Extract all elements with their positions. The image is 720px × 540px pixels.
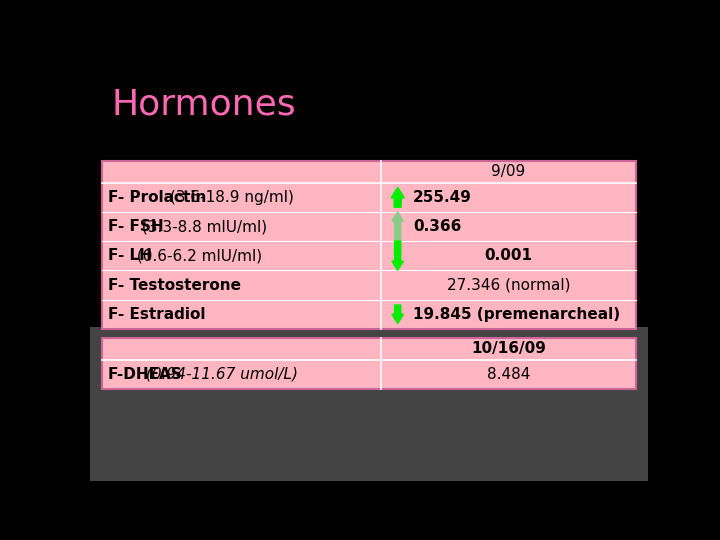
- Text: 19.845 (premenarcheal): 19.845 (premenarcheal): [413, 307, 621, 322]
- Text: F- Prolactin: F- Prolactin: [108, 190, 206, 205]
- Text: F- LH: F- LH: [108, 248, 152, 264]
- Bar: [102, 338, 636, 389]
- Text: Hormones: Hormones: [112, 88, 297, 122]
- Text: F-DHEAS: F-DHEAS: [108, 367, 183, 382]
- FancyArrow shape: [392, 212, 403, 241]
- Text: (3.3-8.8 mlU/ml): (3.3-8.8 mlU/ml): [137, 219, 267, 234]
- Bar: [90, 65, 648, 327]
- Text: 9/09: 9/09: [491, 164, 526, 179]
- Text: 0.001: 0.001: [485, 248, 533, 264]
- Text: F- Estradiol: F- Estradiol: [108, 307, 205, 322]
- Text: 10/16/09: 10/16/09: [471, 341, 546, 356]
- FancyArrow shape: [392, 305, 403, 323]
- Text: (0.94-11.67 umol/L): (0.94-11.67 umol/L): [141, 367, 299, 382]
- Text: 255.49: 255.49: [413, 190, 472, 205]
- Text: F- FSH: F- FSH: [108, 219, 163, 234]
- Text: (0.6-6.2 mlU/ml): (0.6-6.2 mlU/ml): [132, 248, 262, 264]
- FancyArrow shape: [391, 187, 404, 207]
- Text: (3.6-18.9 ng/ml): (3.6-18.9 ng/ml): [166, 190, 294, 205]
- Text: 8.484: 8.484: [487, 367, 530, 382]
- Text: 27.346 (normal): 27.346 (normal): [446, 278, 570, 293]
- Text: 0.366: 0.366: [413, 219, 462, 234]
- Bar: [90, 327, 648, 481]
- Text: F- Testosterone: F- Testosterone: [108, 278, 240, 293]
- FancyArrow shape: [392, 241, 403, 271]
- Bar: [102, 161, 636, 329]
